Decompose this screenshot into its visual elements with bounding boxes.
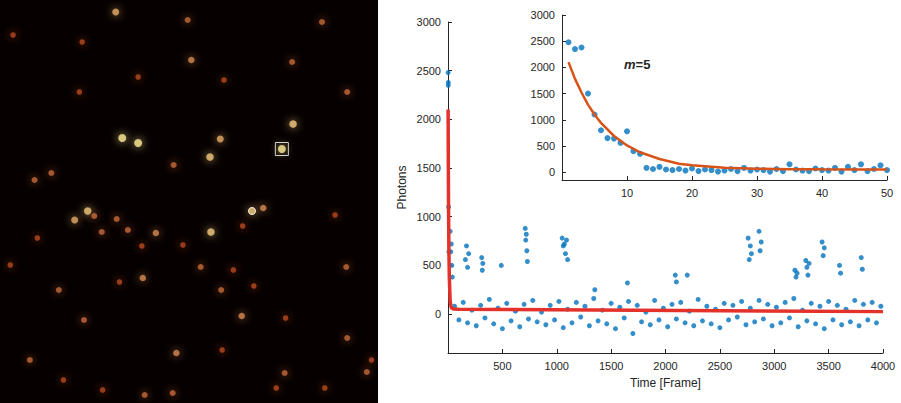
svg-text:40: 40	[816, 187, 828, 199]
svg-text:1500: 1500	[417, 162, 441, 174]
svg-text:Time [Frame]: Time [Frame]	[630, 376, 701, 390]
svg-text:2500: 2500	[531, 35, 555, 47]
svg-text:2000: 2000	[417, 113, 441, 125]
svg-text:500: 500	[493, 360, 511, 372]
svg-text:0: 0	[435, 308, 441, 320]
svg-text:500: 500	[537, 140, 555, 152]
svg-text:m: m	[624, 57, 636, 72]
svg-text:1000: 1000	[417, 211, 441, 223]
svg-text:2000: 2000	[531, 61, 555, 73]
svg-text:3000: 3000	[531, 9, 555, 21]
svg-text:4000: 4000	[871, 360, 895, 372]
svg-text:0: 0	[549, 166, 555, 178]
svg-text:2000: 2000	[653, 360, 677, 372]
svg-text:50: 50	[881, 187, 893, 199]
svg-text:3000: 3000	[417, 16, 441, 28]
svg-text:10: 10	[621, 187, 633, 199]
svg-text:3500: 3500	[816, 360, 840, 372]
svg-text:1000: 1000	[545, 360, 569, 372]
svg-text:1000: 1000	[531, 114, 555, 126]
svg-text:3000: 3000	[762, 360, 786, 372]
svg-text:Photons: Photons	[395, 165, 409, 209]
svg-text:=5: =5	[636, 57, 651, 72]
svg-text:2500: 2500	[417, 65, 441, 77]
svg-text:1500: 1500	[599, 360, 623, 372]
svg-text:500: 500	[423, 259, 441, 271]
svg-text:30: 30	[751, 187, 763, 199]
svg-text:1500: 1500	[531, 88, 555, 100]
svg-text:20: 20	[686, 187, 698, 199]
svg-text:2500: 2500	[708, 360, 732, 372]
